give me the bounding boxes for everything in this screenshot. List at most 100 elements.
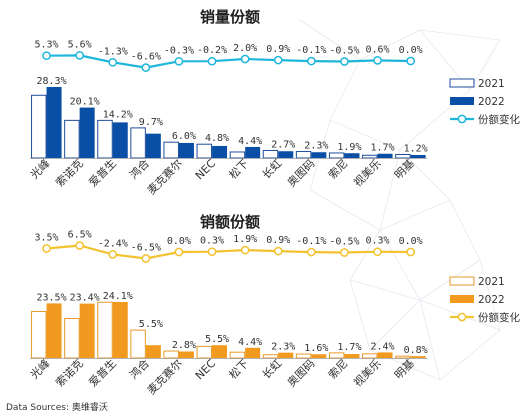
chart2-change-label: 3.5% bbox=[35, 233, 59, 244]
bg-network-line bbox=[309, 189, 381, 231]
chart1-change-label: 0.9% bbox=[266, 44, 290, 55]
chart2-category-label: 光峰 bbox=[27, 356, 52, 381]
bg-network-line bbox=[479, 259, 501, 331]
chart2-change-label: 0.3% bbox=[366, 236, 390, 247]
chart1-category-label: 奥图码 bbox=[284, 156, 317, 189]
chart2-bar-2022 bbox=[410, 356, 426, 358]
chart2-bar-2021 bbox=[395, 355, 411, 359]
chart2-category-label: 爱普生 bbox=[86, 356, 119, 389]
chart2-change-label: 1.9% bbox=[233, 234, 257, 245]
bg-network-line bbox=[469, 39, 501, 91]
chart1-change-label: 0.6% bbox=[366, 44, 390, 55]
chart1-bar-label: 1.9% bbox=[337, 142, 361, 153]
chart1-bar-2021 bbox=[97, 119, 113, 159]
chart2-change-point bbox=[373, 247, 382, 257]
chart1-bar-label: 2.7% bbox=[271, 139, 295, 150]
chart1-bar-2021 bbox=[395, 153, 411, 159]
chart2-category-label: 鸿合 bbox=[127, 356, 152, 381]
chart1-bar-2022 bbox=[344, 153, 360, 158]
bg-network-line bbox=[369, 299, 421, 351]
chart2-bar-2022 bbox=[377, 352, 393, 358]
chart1-bar-2021 bbox=[328, 152, 345, 159]
chart2-bar-2021 bbox=[163, 350, 179, 359]
chart2-bar-label: 1.6% bbox=[304, 343, 328, 354]
chart2-bar-label: 23.4% bbox=[70, 293, 100, 304]
chart2-bar-2022 bbox=[311, 354, 327, 358]
chart2-bar-label: 2.3% bbox=[271, 342, 295, 353]
chart2-change-label: 0.9% bbox=[266, 235, 290, 246]
chart1-bar-2021 bbox=[362, 154, 378, 159]
chart1-bar-2021 bbox=[229, 151, 246, 159]
chart1-bar-label: 4.8% bbox=[205, 133, 229, 144]
chart1-category-label: 光峰 bbox=[27, 156, 52, 181]
chart2-bar-2021 bbox=[328, 352, 345, 359]
chart2-bar-label: 2.8% bbox=[172, 340, 196, 351]
chart2-category-label: 索诺克 bbox=[53, 356, 86, 389]
chart2-category-label: NEC bbox=[193, 357, 219, 383]
bg-network-line bbox=[359, 29, 421, 61]
chart2-change-point bbox=[406, 247, 415, 257]
chart1-bar-2021 bbox=[295, 150, 312, 159]
chart1-category-label: 鸿合 bbox=[127, 156, 152, 181]
chart2-bar-2021 bbox=[31, 311, 47, 359]
chart2-bar-label: 23.5% bbox=[36, 292, 66, 303]
chart2-legend-swatch-2021 bbox=[449, 276, 475, 286]
chart1-bar-2021 bbox=[64, 119, 80, 159]
chart1-legend-label-2022: 2022 bbox=[478, 96, 505, 108]
chart1-category-label: 松下 bbox=[226, 156, 251, 181]
chart1-bar-label: 6.0% bbox=[172, 131, 196, 142]
chart2-change-label: 0.3% bbox=[200, 236, 224, 247]
chart1-change-label: 5.6% bbox=[68, 39, 92, 50]
chart1-change-point bbox=[406, 56, 415, 66]
chart1-bar-label: 20.1% bbox=[70, 97, 100, 108]
chart1-bar-2022 bbox=[410, 154, 426, 158]
chart2-bar-2022 bbox=[145, 345, 161, 358]
bg-network-line bbox=[379, 149, 401, 231]
chart1-category-label: 长虹 bbox=[260, 157, 285, 182]
chart1-bar-label: 9.7% bbox=[139, 117, 163, 128]
chart2-change-label: -0.1% bbox=[296, 236, 326, 247]
chart1-change-label: 2.0% bbox=[233, 43, 257, 54]
bg-network-line bbox=[449, 199, 481, 261]
bg-network-line bbox=[419, 299, 441, 381]
chart1-bar-label: 14.2% bbox=[103, 109, 133, 120]
chart2-bar-2022 bbox=[245, 347, 261, 358]
chart2-category-label: 麦克赛尔 bbox=[144, 356, 185, 397]
chart2-change-point bbox=[340, 248, 349, 257]
chart2-change-label: -6.5% bbox=[131, 243, 161, 254]
chart1-bar-label: 1.2% bbox=[404, 143, 428, 154]
bg-network-line bbox=[349, 279, 421, 301]
chart1-bar-2022 bbox=[79, 107, 95, 158]
chart1-change-label: -0.5% bbox=[329, 46, 359, 57]
chart1-category-label: 视美乐 bbox=[350, 156, 383, 189]
chart1-change-label: 5.3% bbox=[35, 40, 59, 51]
chart2-bar-2022 bbox=[278, 352, 294, 358]
chart2-category-label: 奥图码 bbox=[284, 356, 317, 389]
bg-network-line bbox=[379, 229, 421, 301]
chart1-legend-swatch-2021 bbox=[449, 78, 475, 88]
chart2-bar-label: 1.7% bbox=[337, 342, 361, 353]
chart2-change-point bbox=[207, 247, 217, 257]
chart1-bar-2022 bbox=[377, 153, 393, 158]
chart2-category-label: 视美乐 bbox=[350, 356, 383, 389]
chart2-bar-2021 bbox=[362, 353, 378, 359]
chart2-bar-2021 bbox=[229, 351, 246, 359]
chart2-change-point bbox=[108, 250, 118, 259]
chart1-bar-2021 bbox=[130, 127, 146, 159]
chart2-bar-2021 bbox=[196, 345, 213, 359]
chart1-bar-2022 bbox=[46, 87, 62, 158]
chart1-change-point bbox=[373, 56, 382, 65]
chart2-title: 销额份额 bbox=[200, 213, 260, 231]
chart2-legend-label-2021: 2021 bbox=[478, 276, 505, 288]
chart1-change-line bbox=[46, 54, 411, 69]
chart1-bar-2022 bbox=[112, 122, 128, 158]
chart2-bar-2022 bbox=[79, 303, 95, 358]
chart2-legend-swatch-change-marker bbox=[457, 312, 467, 322]
chart1-change-point bbox=[340, 57, 349, 66]
chart1-bar-2022 bbox=[145, 133, 161, 158]
chart1-bar-2022 bbox=[178, 142, 194, 158]
chart1-change-label: -0.1% bbox=[296, 45, 326, 56]
chart2-bar-2022 bbox=[46, 303, 62, 358]
